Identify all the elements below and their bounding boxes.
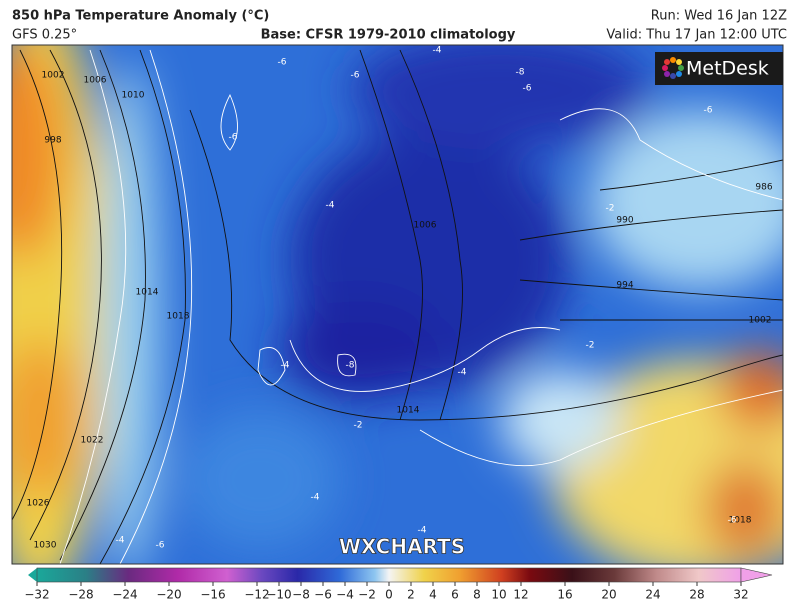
anomaly-label: -4: [311, 493, 320, 503]
watermark: WXCHARTS: [339, 535, 465, 559]
anomaly-label: -6: [704, 106, 713, 116]
anomaly-label: -4: [281, 361, 290, 371]
anomaly-label: -8: [516, 68, 525, 78]
anomaly-contours: [59, 49, 783, 564]
isobars: [12, 49, 783, 564]
title: 850 hPa Temperature Anomaly (°C): [12, 9, 269, 24]
anomaly-label: -4: [458, 368, 467, 378]
anomaly-label: -2: [354, 421, 363, 431]
colorbar-tick-label: 0: [385, 588, 393, 602]
colorbar-tick-label: 12: [513, 588, 528, 602]
colorbar-tick-label: 2: [407, 588, 415, 602]
anomaly-label: -6: [229, 133, 238, 143]
colorbar-tick-label: 6: [451, 588, 459, 602]
isobar-label: 1030: [34, 541, 57, 551]
logo-icon: [662, 57, 684, 79]
isobar-label: 1026: [27, 499, 50, 509]
anomaly-label: -4: [326, 201, 335, 211]
anomaly-label: -8: [346, 361, 355, 371]
header: 850 hPa Temperature Anomaly (°C) GFS 0.2…: [12, 9, 787, 43]
base: Base: CFSR 1979-2010 climatology: [261, 28, 516, 43]
anomaly-label: -2: [606, 204, 615, 214]
colorbar-tick-label: −24: [112, 588, 137, 602]
valid: Valid: Thu 17 Jan 12:00 UTC: [606, 28, 787, 43]
anomaly-label: -4: [433, 46, 442, 56]
colorbar-tick-label: −12: [244, 588, 269, 602]
map: [12, 45, 783, 564]
colorbar-tick-label: −2: [358, 588, 376, 602]
isobar-label: 1014: [397, 406, 420, 416]
anomaly-label: -6: [728, 516, 737, 526]
colorbar-tick-label: 24: [645, 588, 660, 602]
colorbar-low-end: [28, 568, 37, 582]
anomaly-label: -6: [523, 84, 532, 94]
logo-box: [655, 52, 783, 85]
colorbar-tick-label: −8: [292, 588, 310, 602]
contour-labels: 1002 1006 1010 998 1014 1018 1022 1026 1030 1006 1…: [27, 46, 773, 551]
isobar-label: 1006: [84, 76, 107, 86]
colorbar-tick-label: 8: [473, 588, 481, 602]
isobar-label: 1014: [136, 288, 159, 298]
isobar-label: 1002: [42, 71, 65, 81]
anomaly-label: -6: [278, 58, 287, 68]
isobar-label: 1006: [414, 221, 437, 231]
colorbar: −32 −28 −24 −20 −16 −12−10 −8 −6 −4 −2 0 2 4 6 8 10 12 16…: [24, 567, 773, 602]
isobar-label: 1022: [81, 436, 104, 446]
anomaly-label: -4: [418, 526, 427, 536]
anomaly-label: -4: [116, 536, 125, 546]
colorbar-tick-label: 10: [491, 588, 506, 602]
isobar-label: 998: [44, 136, 61, 146]
colorbar-tick-label: −28: [68, 588, 93, 602]
colorbar-tick-label: −20: [156, 588, 181, 602]
colorbar-bar: [36, 567, 742, 583]
colorbar-tick-label: −4: [336, 588, 354, 602]
colorbar-tick-label: −32: [24, 588, 49, 602]
isobar-label: 1002: [749, 316, 772, 326]
logo: MetDesk: [655, 52, 783, 85]
colorbar-tick-label: −16: [200, 588, 225, 602]
isobar-label: 990: [616, 216, 633, 226]
colorbar-tick-label: −10: [266, 588, 291, 602]
colorbar-tick-label: 32: [733, 588, 748, 602]
colorbar-tick-label: −6: [314, 588, 332, 602]
isobar-label: 1018: [167, 312, 190, 322]
model: GFS 0.25°: [12, 28, 77, 43]
isobar-label: 1010: [122, 91, 145, 101]
colorbar-high-end: [740, 567, 773, 583]
isobar-label: 986: [755, 183, 772, 193]
logo-text: MetDesk: [686, 58, 769, 80]
colorbar-tick-label: 28: [689, 588, 704, 602]
map-frame: [11, 44, 784, 565]
anomaly-label: -6: [156, 541, 165, 551]
anomaly-label: -2: [586, 341, 595, 351]
colorbar-tick-label: 20: [601, 588, 616, 602]
colorbar-tick-label: 16: [557, 588, 572, 602]
colorbar-tick-label: 4: [429, 588, 437, 602]
run: Run: Wed 16 Jan 12Z: [651, 9, 787, 24]
isobar-label: 994: [616, 281, 633, 291]
anomaly-label: -6: [351, 71, 360, 81]
isobar-label: 1018: [729, 516, 752, 526]
